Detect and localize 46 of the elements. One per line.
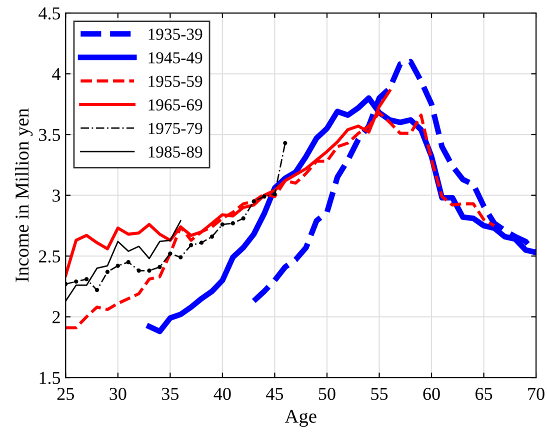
- y-tick-label: 2: [52, 311, 60, 324]
- y-tick-label: 3: [52, 190, 60, 202]
- x-tick-label: 60: [423, 388, 440, 400]
- x-tick-label: 25: [57, 388, 74, 400]
- point: [241, 216, 246, 220]
- legend-label: 1965-69: [148, 99, 202, 110]
- point: [147, 268, 152, 273]
- point: [105, 270, 110, 274]
- legend-label: 1955-59: [148, 76, 202, 87]
- y-tick-label: 3.5: [39, 128, 60, 142]
- x-tick-label: 45: [266, 388, 284, 400]
- y-tick-label: 2.5: [39, 250, 60, 263]
- x-tick-label: 35: [162, 388, 178, 400]
- point: [136, 268, 141, 273]
- point: [84, 277, 89, 282]
- x-tick-label: 65: [476, 388, 492, 400]
- legend-label: 1985-89: [148, 146, 202, 158]
- point: [158, 264, 162, 270]
- point: [262, 194, 266, 199]
- point: [189, 243, 194, 248]
- x-tick-label: 55: [371, 388, 388, 400]
- legend-label: 1945-49: [148, 52, 202, 64]
- point: [252, 199, 256, 204]
- point: [126, 260, 130, 264]
- point: [178, 255, 183, 260]
- point: [230, 221, 235, 226]
- y-tick-label: 4: [52, 68, 60, 80]
- legend-label: 1975-79: [148, 122, 202, 134]
- point: [74, 279, 78, 284]
- y-axis-title: Income in Million yen: [14, 108, 33, 282]
- point: [94, 288, 100, 292]
- point: [199, 240, 204, 245]
- y-tick-label: 1.5: [40, 372, 60, 384]
- point: [168, 252, 172, 256]
- x-axis-title: Age: [284, 410, 316, 427]
- legend-label: 1935-39: [148, 28, 202, 40]
- point: [116, 264, 120, 268]
- x-tick-label: 30: [110, 388, 126, 400]
- point: [210, 234, 214, 239]
- x-tick-label: 50: [319, 388, 336, 400]
- x-tick-label: 70: [528, 388, 544, 400]
- x-tick-label: 40: [214, 388, 231, 400]
- point: [220, 222, 225, 227]
- y-tick-label: 4.5: [38, 7, 60, 20]
- point: [283, 140, 288, 146]
- point: [272, 192, 277, 196]
